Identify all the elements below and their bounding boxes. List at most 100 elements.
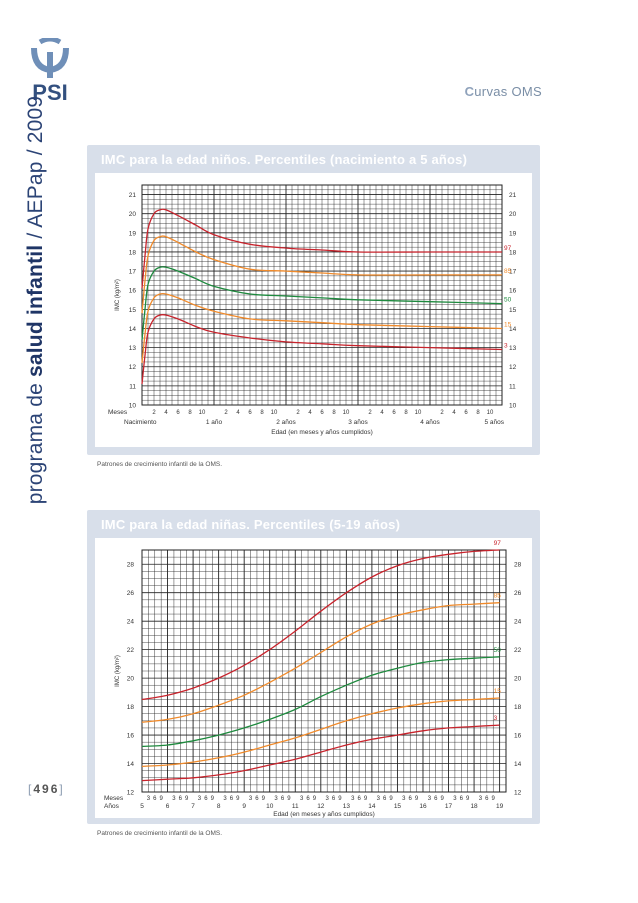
year-label: 15 xyxy=(394,803,402,810)
percentile-label-50: 50 xyxy=(494,647,502,654)
month-tick-label: 6 xyxy=(176,410,180,416)
year-label: 9 xyxy=(242,803,246,810)
months-label: Meses xyxy=(108,409,128,416)
y-tick-label-right: 20 xyxy=(509,211,517,218)
month-tick-label: 10 xyxy=(199,410,206,416)
y-tick-label-right: 11 xyxy=(509,383,516,390)
year-label: 1 año xyxy=(206,419,223,426)
month-tick-label: 3 xyxy=(351,796,355,802)
month-tick-label: 2 xyxy=(368,410,372,416)
month-tick-label: 3 xyxy=(300,796,304,802)
y-tick-label-right: 26 xyxy=(514,590,522,597)
chart-panel-boys: IMC para la edad niños. Percentiles (nac… xyxy=(87,145,540,455)
y-tick-label-right: 14 xyxy=(514,761,522,768)
month-tick-label: 3 xyxy=(402,796,406,802)
month-tick-label: 3 xyxy=(377,796,381,802)
month-tick-label: 6 xyxy=(320,410,324,416)
year-label: 14 xyxy=(368,803,376,810)
year-label: 19 xyxy=(496,803,504,810)
year-label: Nacimiento xyxy=(124,419,157,426)
y-tick-label-right: 13 xyxy=(509,345,517,352)
y-tick-label-left: 20 xyxy=(129,211,137,218)
month-tick-label: 8 xyxy=(260,410,264,416)
month-tick-label: 4 xyxy=(164,410,168,416)
year-label: 2 años xyxy=(276,419,296,426)
x-axis-label: Edad (en meses y años cumplidos) xyxy=(273,811,375,818)
y-tick-label-right: 28 xyxy=(514,562,522,569)
month-tick-label: 4 xyxy=(452,410,456,416)
percentile-line-3 xyxy=(141,313,503,385)
month-tick-label: 2 xyxy=(224,410,228,416)
month-tick-label: 6 xyxy=(230,796,234,802)
year-label: 11 xyxy=(292,803,299,810)
chart-title-boys: IMC para la edad niños. Percentiles (nac… xyxy=(101,152,468,167)
plot-border xyxy=(141,549,507,793)
y-tick-label-left: 17 xyxy=(129,269,137,276)
y-tick-label-left: 24 xyxy=(127,619,135,626)
y-tick-label-right: 17 xyxy=(509,269,517,276)
y-tick-label-right: 16 xyxy=(509,288,517,295)
month-tick-label: 6 xyxy=(255,796,259,802)
percentile-label-97: 97 xyxy=(494,540,502,547)
year-label: 4 años xyxy=(420,419,440,426)
percentile-label-97: 97 xyxy=(504,245,512,252)
month-tick-label: 3 xyxy=(223,796,227,802)
y-tick-label-right: 19 xyxy=(509,230,517,237)
y-tick-label-left: 16 xyxy=(129,288,137,295)
month-tick-label: 9 xyxy=(415,796,419,802)
month-tick-label: 6 xyxy=(357,796,361,802)
year-label: 6 xyxy=(166,803,170,810)
month-tick-label: 10 xyxy=(487,410,494,416)
month-tick-label: 6 xyxy=(281,796,285,802)
percentile-label-50: 50 xyxy=(504,297,512,304)
y-tick-label-left: 13 xyxy=(129,345,137,352)
y-axis-label: IMC (kg/m²) xyxy=(115,279,121,311)
y-tick-label-left: 12 xyxy=(129,364,137,371)
y-tick-label-right: 12 xyxy=(509,364,517,371)
chart-area-girls: 12 12 14 14 16 16 18 18 20 20 22 22 24 24 26 26 28 28 IMC … xyxy=(95,538,532,818)
y-tick-label-left: 14 xyxy=(127,761,135,768)
y-tick-label-right: 24 xyxy=(514,619,522,626)
y-tick-label-left: 26 xyxy=(127,590,135,597)
month-tick-label: 6 xyxy=(383,796,387,802)
percentile-line-97 xyxy=(141,208,502,289)
y-tick-label-right: 18 xyxy=(514,704,522,711)
month-tick-label: 9 xyxy=(313,796,317,802)
month-tick-label: 9 xyxy=(185,796,189,802)
chart-area-boys: 10 10 11 11 12 12 13 13 14 14 15 15 16 16 17 17 18 18 19 19… xyxy=(95,173,532,447)
month-tick-label: 9 xyxy=(262,796,266,802)
year-label: 17 xyxy=(445,803,453,810)
chart-panel-girls: IMC para la edad niñas. Percentiles (5-1… xyxy=(87,510,540,824)
year-label: 7 xyxy=(191,803,195,810)
month-tick-label: 6 xyxy=(485,796,489,802)
years-label: Años xyxy=(104,803,120,810)
month-tick-label: 10 xyxy=(343,410,350,416)
month-tick-label: 6 xyxy=(204,796,208,802)
month-tick-label: 6 xyxy=(332,796,336,802)
psi-logo-graphic: PSI xyxy=(31,36,69,105)
y-tick-label-left: 28 xyxy=(127,562,135,569)
year-label: 10 xyxy=(266,803,274,810)
percentile-label-15: 15 xyxy=(494,688,502,695)
y-tick-label-left: 11 xyxy=(129,383,136,390)
section-title: Curvas OMS xyxy=(464,84,542,99)
month-tick-label: 8 xyxy=(404,410,408,416)
percentile-line-3 xyxy=(141,724,500,782)
y-tick-label-right: 12 xyxy=(514,790,522,797)
month-tick-label: 3 xyxy=(147,796,151,802)
y-tick-label-left: 20 xyxy=(127,676,135,683)
psi-logo: PSI xyxy=(20,36,80,110)
month-tick-label: 9 xyxy=(440,796,444,802)
y-tick-label-left: 16 xyxy=(127,733,135,740)
month-tick-label: 3 xyxy=(172,796,176,802)
month-tick-label: 6 xyxy=(392,410,396,416)
y-tick-label-right: 10 xyxy=(509,403,517,410)
chart-svg-girls: 12 12 14 14 16 16 18 18 20 20 22 22 24 24 26 26 28 28 IMC … xyxy=(104,540,522,818)
source-note-girls: Patrones de crecimiento infantil de la O… xyxy=(97,830,223,837)
percentile-line-85 xyxy=(141,602,500,723)
percentile-line-15 xyxy=(141,292,503,363)
month-tick-label: 3 xyxy=(453,796,457,802)
percentile-label-85: 85 xyxy=(494,593,502,600)
x-axis-label: Edad (en meses y años cumplidos) xyxy=(271,429,373,436)
